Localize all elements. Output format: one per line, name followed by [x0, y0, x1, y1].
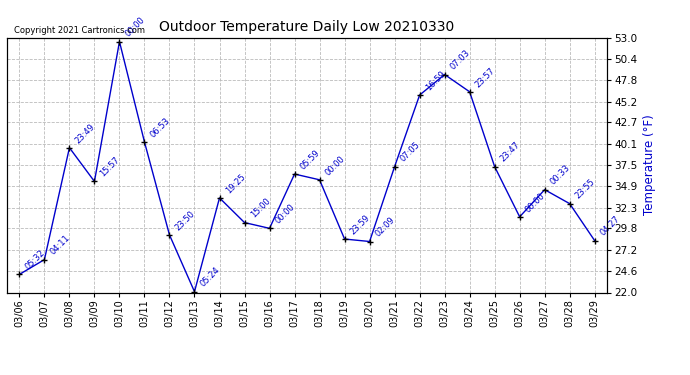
Text: 00:00: 00:00 — [324, 154, 347, 177]
Text: 00:00: 00:00 — [524, 191, 547, 214]
Text: 00:00: 00:00 — [124, 16, 147, 39]
Text: 23:59: 23:59 — [348, 213, 372, 236]
Text: 23:49: 23:49 — [74, 122, 97, 145]
Text: 23:50: 23:50 — [174, 209, 197, 232]
Text: 07:03: 07:03 — [448, 48, 472, 72]
Text: 23:57: 23:57 — [474, 66, 497, 89]
Text: 04:27: 04:27 — [599, 214, 622, 238]
Title: Outdoor Temperature Daily Low 20210330: Outdoor Temperature Daily Low 20210330 — [159, 20, 455, 33]
Text: 04:11: 04:11 — [48, 234, 72, 257]
Text: 23:55: 23:55 — [574, 178, 597, 201]
Text: 05:32: 05:32 — [23, 248, 47, 272]
Text: 15:00: 15:00 — [248, 196, 272, 220]
Text: 16:59: 16:59 — [424, 69, 447, 92]
Text: 06:53: 06:53 — [148, 116, 172, 139]
Text: 05:24: 05:24 — [199, 266, 221, 289]
Text: 05:59: 05:59 — [299, 148, 322, 171]
Text: 07:05: 07:05 — [399, 141, 422, 164]
Text: 00:00: 00:00 — [274, 202, 297, 225]
Y-axis label: Temperature (°F): Temperature (°F) — [643, 115, 656, 215]
Text: 19:25: 19:25 — [224, 172, 247, 195]
Text: 23:47: 23:47 — [499, 141, 522, 164]
Text: Copyright 2021 Cartronics.com: Copyright 2021 Cartronics.com — [14, 26, 145, 35]
Text: 00:33: 00:33 — [549, 164, 572, 187]
Text: 15:57: 15:57 — [99, 155, 122, 178]
Text: 02:09: 02:09 — [374, 216, 397, 239]
